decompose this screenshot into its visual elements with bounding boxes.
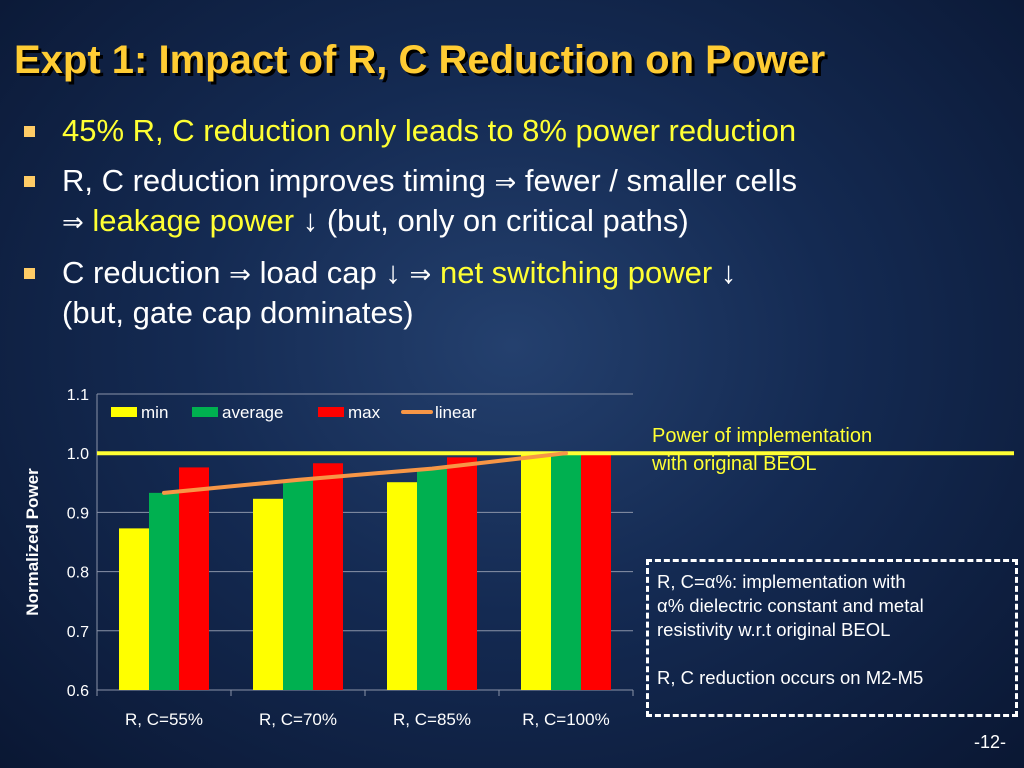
bullet-2-highlight: leakage power: [92, 203, 295, 238]
implies-arrow-icon: ⇒: [62, 208, 84, 238]
bullet-3-text-a: C reduction: [62, 255, 221, 290]
legend-swatch-min: [111, 407, 137, 417]
trend-line-linear: [162, 451, 568, 495]
bullet-3-text-c: (but, gate cap dominates): [62, 295, 414, 330]
bullet-2: R, C reduction improves timing ⇒ fewer /…: [22, 162, 1012, 242]
note-line-4: R, C reduction occurs on M2-M5: [657, 667, 924, 688]
reference-note-line-2: with original BEOL: [652, 453, 817, 475]
y-tick-label: 1.0: [67, 446, 89, 463]
y-tick-label: 0.8: [67, 565, 89, 582]
x-tick-label: R, C=85%: [393, 710, 471, 729]
slide-title: Expt 1: Impact of R, C Reduction on Powe…: [14, 38, 826, 82]
bullet-2-text-b: fewer / smaller cells: [524, 163, 798, 198]
legend-swatch-average: [192, 407, 218, 417]
bar-average: [149, 492, 179, 690]
down-arrow-icon: ↓: [302, 203, 319, 238]
bullet-2-text-a: R, C reduction improves timing: [62, 163, 486, 198]
x-tick-label: R, C=70%: [259, 710, 337, 729]
down-arrow-icon: ↓: [720, 255, 737, 290]
bullet-3-text-b: load cap: [259, 255, 377, 290]
square-bullet-icon: [24, 126, 35, 137]
down-arrow-icon: ↓: [385, 255, 401, 290]
bar-min: [253, 498, 283, 690]
reference-note-line-1: Power of implementation: [652, 425, 873, 447]
legend-label-average: average: [222, 403, 283, 422]
note-line-3: resistivity w.r.t original BEOL: [657, 619, 891, 640]
bar-max: [179, 467, 209, 690]
bar-average: [417, 468, 447, 690]
bullet-1: 45% R, C reduction only leads to 8% powe…: [22, 112, 1012, 150]
legend-label-max: max: [348, 403, 381, 422]
legend-label-min: min: [141, 403, 168, 422]
page-number: -12-: [973, 732, 1006, 752]
bar-max: [313, 463, 343, 690]
y-tick-label: 0.7: [67, 624, 89, 641]
bar-max: [447, 457, 477, 690]
note-line-2: α% dielectric constant and metal: [657, 595, 924, 616]
x-tick-label: R, C=100%: [522, 710, 609, 729]
bar-average: [551, 453, 581, 690]
legend-label-linear: linear: [435, 403, 477, 422]
y-tick-label: 0.9: [67, 505, 89, 522]
square-bullet-icon: [24, 268, 35, 279]
legend-swatch-max: [318, 407, 344, 417]
definition-note-box: R, C=α%: implementation with α% dielectr…: [646, 559, 1018, 717]
bar-average: [283, 479, 313, 690]
implies-arrow-icon: ⇒: [494, 168, 517, 198]
bullet-2-text-c: (but, only on critical paths): [326, 203, 689, 238]
y-axis-label: Normalized Power: [23, 468, 42, 616]
bar-max: [581, 453, 611, 690]
bar-min: [387, 482, 417, 690]
reference-line-note: Power of implementation with original BE…: [652, 422, 872, 478]
implies-arrow-icon: ⇒: [229, 260, 251, 290]
bullet-1-text: 45% R, C reduction only leads to 8% powe…: [62, 113, 797, 148]
bullet-3-highlight: net switching power: [439, 255, 713, 290]
implies-arrow-icon: ⇒: [409, 260, 432, 290]
bar-min: [521, 453, 551, 690]
note-line-1: R, C=α%: implementation with: [657, 571, 906, 592]
square-bullet-icon: [24, 176, 35, 187]
x-tick-label: R, C=55%: [125, 710, 203, 729]
y-tick-label: 0.6: [67, 683, 89, 700]
y-tick-label: 1.1: [67, 387, 89, 404]
bullet-3: C reduction ⇒ load cap ↓ ⇒ net switching…: [22, 254, 1012, 332]
bullet-list: 45% R, C reduction only leads to 8% powe…: [22, 112, 1012, 344]
bar-min: [119, 528, 149, 690]
